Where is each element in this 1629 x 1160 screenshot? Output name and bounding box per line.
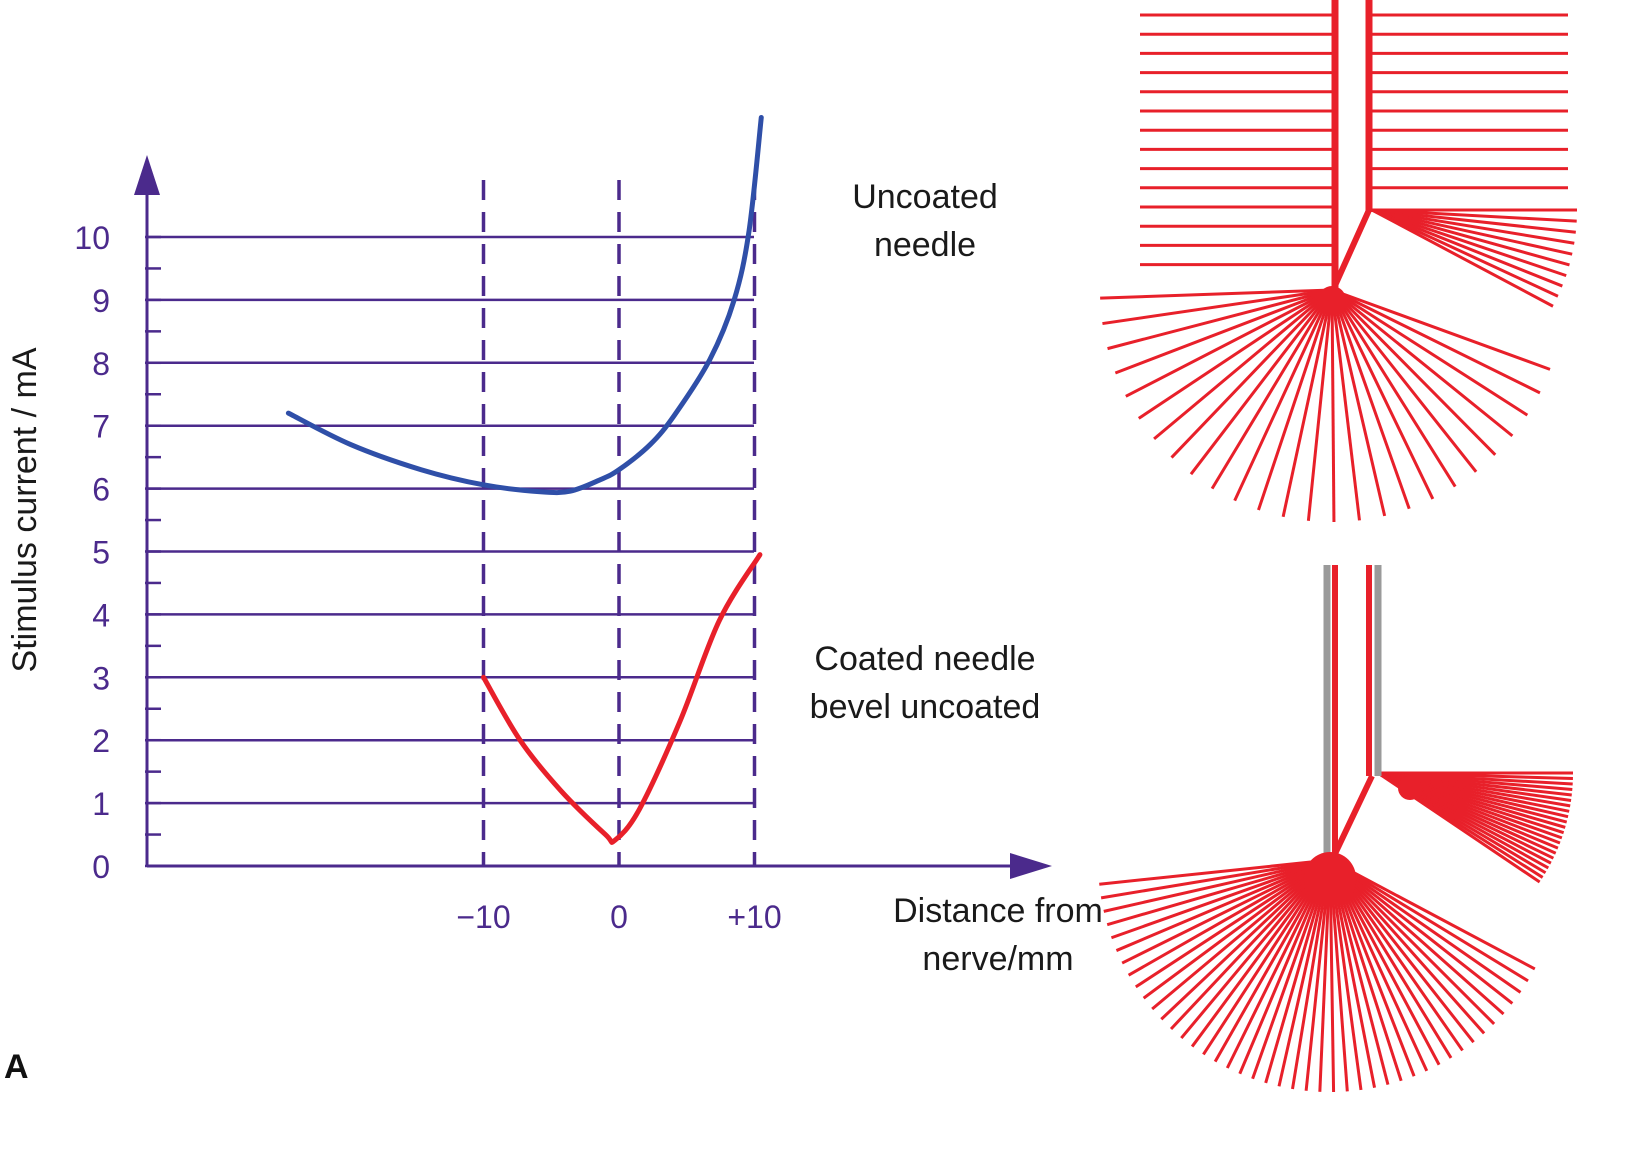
tip-field-line xyxy=(1331,288,1551,371)
tip-field-line xyxy=(1330,289,1457,488)
bevel-field-line xyxy=(1371,208,1559,298)
tip-field-line xyxy=(1281,289,1334,518)
x-axis-label-line1: Distance from xyxy=(893,892,1103,930)
tip-field-line xyxy=(1330,289,1435,500)
legend-uncoated-line2: needle xyxy=(874,226,976,264)
tip-field-line xyxy=(1102,288,1333,326)
y-tick-label: 5 xyxy=(92,535,110,571)
tip-field-line xyxy=(1331,288,1529,417)
bevel-field-line xyxy=(1371,208,1573,256)
y-tick-label: 9 xyxy=(92,283,110,319)
y-tick-label: 0 xyxy=(92,849,110,885)
tip-field-line xyxy=(1329,858,1536,971)
tip-field-line xyxy=(1153,288,1333,441)
y-axis-label: Stimulus current / mA xyxy=(6,347,44,672)
tip-field-line xyxy=(1151,858,1331,1011)
tip-field-line xyxy=(1306,289,1334,521)
tip-field-line xyxy=(1328,858,1496,1026)
tip-field-line xyxy=(1331,288,1541,395)
x-tick-label: 0 xyxy=(610,899,628,935)
tip-field-line xyxy=(1328,859,1475,1044)
y-tick-label: 1 xyxy=(92,786,110,822)
tip-field-line xyxy=(1099,858,1331,886)
coated-needle-curve xyxy=(481,552,763,845)
tip-field-line xyxy=(1142,858,1331,1000)
tip-field-line xyxy=(1169,858,1332,1030)
tip-field-line xyxy=(1330,289,1411,510)
panel-label: A xyxy=(4,1048,29,1086)
bevel-field-line xyxy=(1371,208,1576,234)
y-tick-label: 7 xyxy=(92,409,110,445)
tip-field-line xyxy=(1190,859,1332,1048)
tip-field-line xyxy=(1170,288,1334,459)
y-tick-label: 4 xyxy=(92,597,110,633)
bevel-field-line xyxy=(1371,208,1563,288)
tip-field-line xyxy=(1233,289,1334,502)
tip-field-line xyxy=(1189,289,1334,476)
tip-field-line xyxy=(1125,288,1333,398)
tip-field-line xyxy=(1329,858,1529,983)
tip-field-line xyxy=(1115,858,1331,952)
tip-field-line xyxy=(1137,288,1333,420)
tip-field-line xyxy=(1100,288,1333,300)
needle-bevel xyxy=(1330,208,1372,292)
tip-field-line xyxy=(1330,289,1361,521)
tip-field-line xyxy=(1103,858,1331,913)
tip-field-line xyxy=(1329,858,1514,1005)
tick-labels: −10 0 +10 0 1 2 3 4 5 6 7 8 9 10 xyxy=(74,220,781,935)
tip-field-line xyxy=(1329,858,1505,1016)
y-tick-label: 3 xyxy=(92,660,110,696)
uncoated-needle-curve xyxy=(285,114,764,496)
y-tick-label: 2 xyxy=(92,723,110,759)
tip-field-line xyxy=(1329,858,1522,994)
legend-coated-line1: Coated needle xyxy=(814,640,1035,678)
bevel-field-line xyxy=(1371,208,1577,223)
tip-field-line xyxy=(1121,858,1331,965)
bevel-field-line xyxy=(1371,208,1575,245)
y-tick-label: 10 xyxy=(74,220,110,256)
tip-field-line xyxy=(1210,289,1334,490)
tip-field-line xyxy=(1330,289,1336,523)
y-tick-label: 6 xyxy=(92,472,110,508)
bevel-field-line xyxy=(1371,208,1554,308)
tip-field-line xyxy=(1134,858,1331,989)
tip-field-line xyxy=(1331,288,1514,438)
tip-field-line xyxy=(1257,289,1334,511)
needle-tip xyxy=(1318,286,1346,314)
tip-field-line xyxy=(1106,858,1331,927)
tip-field-line xyxy=(1160,858,1332,1021)
tip-field-line xyxy=(1107,288,1333,351)
tip-field-line xyxy=(1100,858,1331,900)
bevel-field-line xyxy=(1371,208,1567,278)
y-axis-arrow xyxy=(134,155,160,195)
legend-uncoated-line1: Uncoated xyxy=(852,178,998,216)
curves xyxy=(285,114,764,845)
tip-field-line xyxy=(1180,859,1332,1040)
tip-field-line xyxy=(1114,288,1333,375)
tip-field-line xyxy=(1328,859,1486,1035)
tip-field-line xyxy=(1110,858,1331,940)
bevel-field-line xyxy=(1371,208,1570,267)
needle-tip xyxy=(1304,852,1356,904)
tip-field-line xyxy=(1330,288,1497,456)
tip-field-line xyxy=(1330,289,1387,517)
x-axis-arrow xyxy=(1010,853,1052,879)
x-tick-label: +10 xyxy=(727,899,781,935)
y-tick-label: 8 xyxy=(92,346,110,382)
needle-bevel xyxy=(1330,774,1375,860)
grid xyxy=(145,180,757,868)
bevel-hotspot xyxy=(1398,776,1422,800)
axes xyxy=(134,155,1052,879)
legend-coated-line2: bevel uncoated xyxy=(810,688,1041,726)
needle-field-diagrams xyxy=(1099,0,1577,1092)
tip-field-line xyxy=(1127,858,1331,977)
x-axis-label-line2: nerve/mm xyxy=(922,940,1073,978)
tip-field-line xyxy=(1328,859,1464,1052)
x-tick-label: −10 xyxy=(456,899,510,935)
tip-field-line xyxy=(1330,289,1478,473)
